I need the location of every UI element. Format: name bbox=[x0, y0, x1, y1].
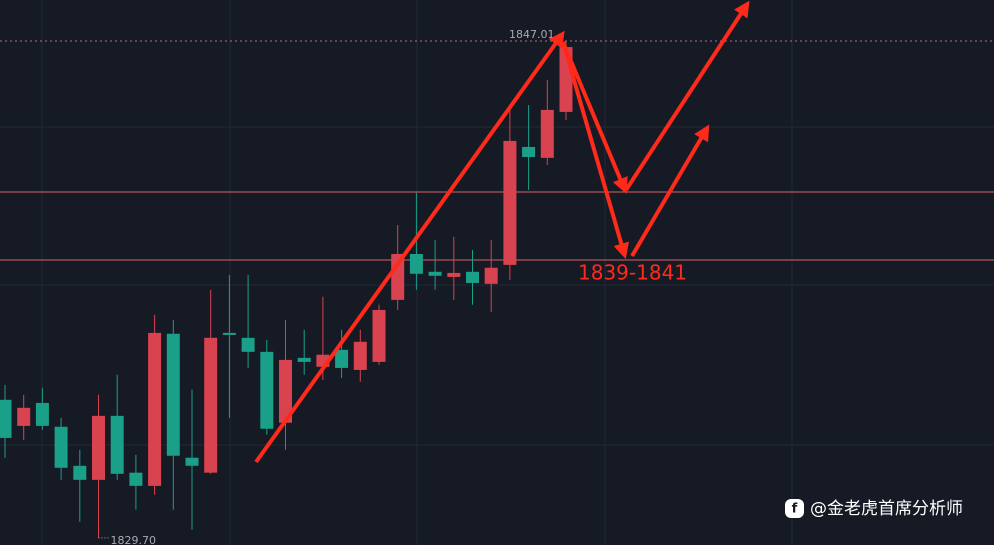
svg-text:f: f bbox=[792, 502, 798, 517]
candle-body bbox=[260, 351, 274, 429]
watermark: @金老虎首席分析师 bbox=[810, 499, 963, 519]
candle-body bbox=[372, 309, 386, 362]
candle-body bbox=[17, 407, 31, 426]
candle-body bbox=[54, 426, 68, 468]
candle-body bbox=[522, 146, 536, 157]
candle-body bbox=[73, 465, 87, 480]
candle-body bbox=[335, 349, 349, 368]
candle-body bbox=[35, 402, 49, 426]
candle-body bbox=[409, 253, 423, 274]
candle-body bbox=[110, 415, 124, 474]
candle-body bbox=[185, 457, 199, 466]
candle-body bbox=[0, 399, 12, 438]
watermark-icon: f bbox=[785, 499, 804, 518]
low-price-label: 1829.70 bbox=[111, 534, 157, 545]
candle-body bbox=[148, 332, 162, 486]
candle-body bbox=[428, 271, 442, 276]
candle-body bbox=[204, 337, 218, 473]
high-price-label: 1847.01 bbox=[509, 28, 555, 41]
candle-body bbox=[92, 415, 105, 480]
candle-body bbox=[540, 109, 554, 158]
candle-body bbox=[279, 359, 292, 423]
candle-body bbox=[297, 357, 311, 362]
candle-body bbox=[222, 332, 236, 335]
level-label: 1839-1841 bbox=[578, 261, 687, 285]
marks: 1847.01 1829.70 bbox=[0, 28, 994, 545]
arrows bbox=[254, 0, 750, 464]
candle-body bbox=[503, 140, 517, 265]
candle-body bbox=[447, 272, 461, 277]
candle-body bbox=[484, 267, 498, 284]
candle-body bbox=[166, 333, 180, 456]
candle-body bbox=[466, 271, 479, 283]
candle-body bbox=[241, 337, 255, 352]
candle-body bbox=[353, 341, 367, 370]
candle-body bbox=[129, 472, 143, 486]
